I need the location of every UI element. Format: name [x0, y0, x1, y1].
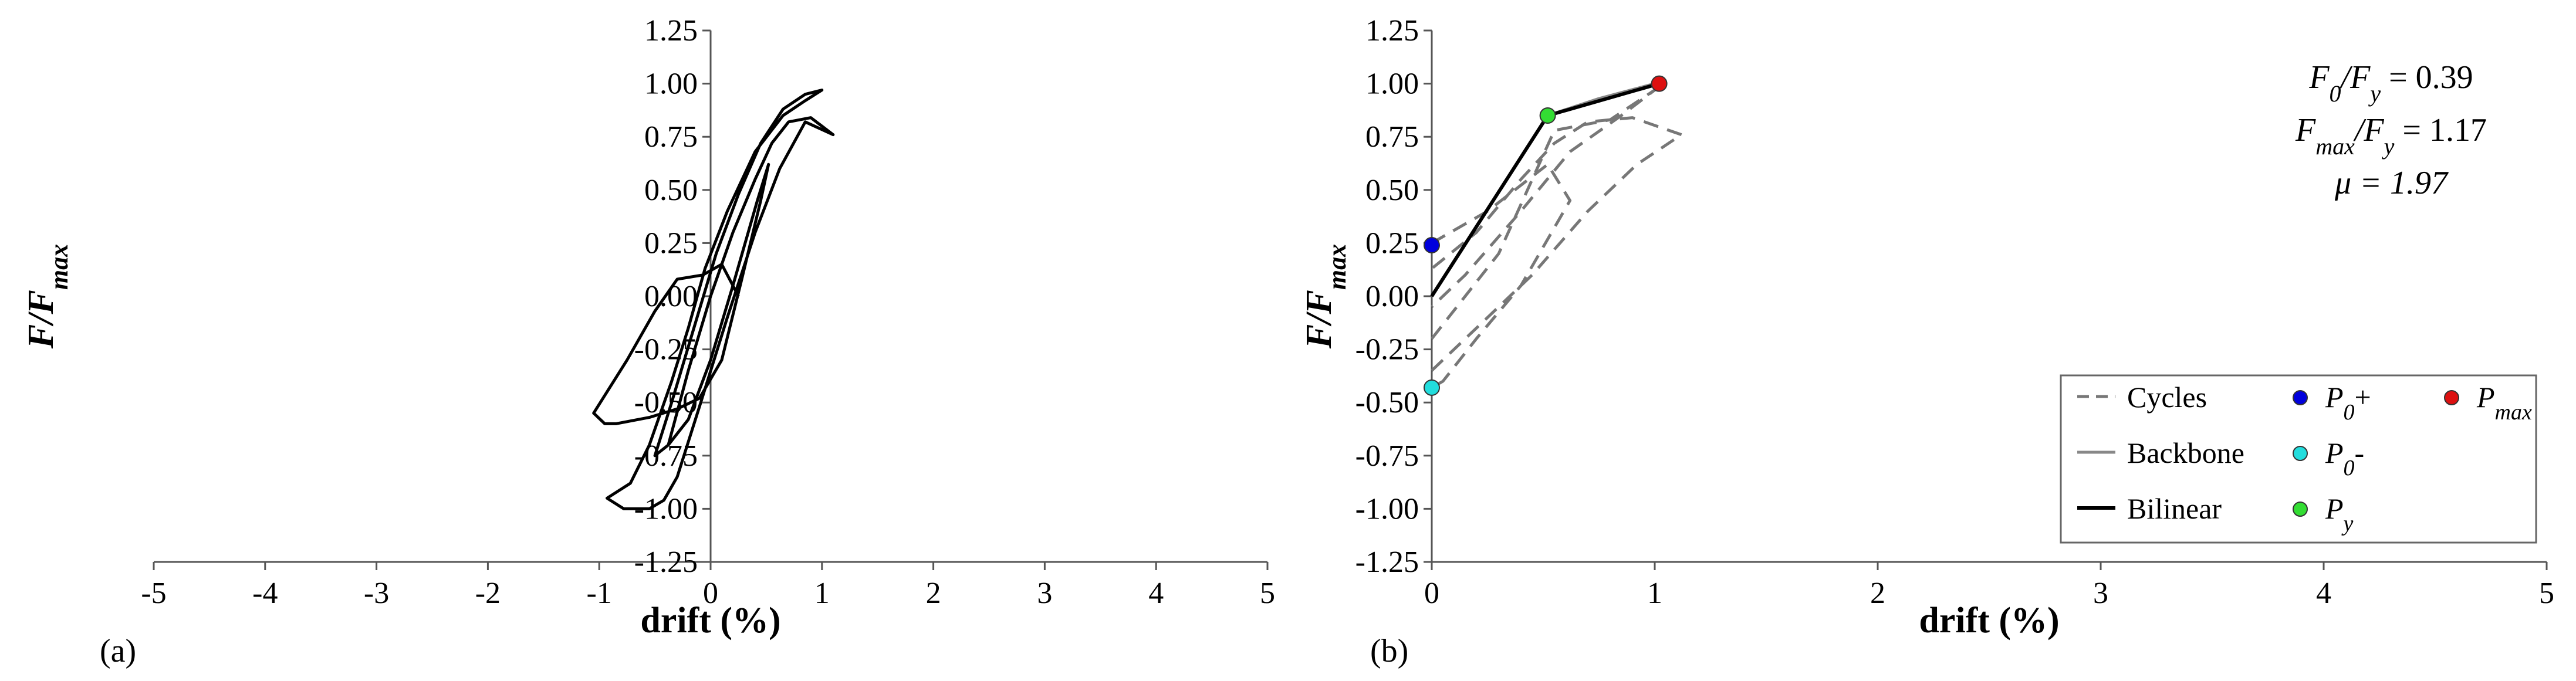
legend-swatch-dot [2293, 502, 2308, 517]
x-tick-label: 5 [2539, 577, 2554, 610]
y-tick-label: 0.75 [644, 120, 698, 154]
panel-label: (a) [100, 633, 136, 669]
y-tick-label: 0.50 [1365, 174, 1419, 207]
y-tick-label: -0.25 [1355, 333, 1419, 367]
panel-b: 1.25 1.00 0.75 0.50 0.25 0.00 -0.25 -0.50 -0.75 -… [1299, 14, 2554, 669]
x-tick-label: 0 [703, 577, 718, 610]
y-tick-label: 0.00 [644, 280, 698, 313]
point-pmax [1651, 75, 1668, 92]
y-tick-label: 0.00 [1365, 280, 1419, 313]
y-tick-label: -1.25 [634, 546, 698, 579]
y-tick-label: -0.50 [1355, 386, 1419, 419]
x-tick-label: 3 [2093, 577, 2108, 610]
x-tick-label: 1 [1647, 577, 1662, 610]
x-tick-label: -1 [587, 577, 612, 610]
y-tick-label: 0.25 [644, 226, 698, 260]
point-py [1539, 107, 1556, 124]
x-axis-title: drift (%) [1919, 601, 2059, 641]
x-tick-label: 5 [1260, 577, 1275, 610]
y-tick-label: 1.00 [1365, 67, 1419, 101]
x-tick-label: 4 [2316, 577, 2331, 610]
x-tick-label: -5 [141, 577, 166, 610]
annotation-text: Fmax/Fy = 1.17 [2295, 112, 2487, 160]
x-axis-title: drift (%) [640, 601, 780, 641]
legend-swatch-dot [2293, 446, 2308, 461]
x-tick-label: -4 [252, 577, 278, 610]
y-tick-label: -1.25 [1355, 546, 1419, 579]
y-axis-title: F/Fmax [21, 244, 73, 349]
x-tick-label: 3 [1037, 577, 1052, 610]
x-tick-label: -2 [475, 577, 501, 610]
point-p0plus [1424, 237, 1440, 254]
panel-label: (b) [1370, 633, 1408, 669]
panel-a: 1.251.000.750.500.250.00-0.25-0.50-0.75-… [21, 14, 1275, 669]
x-tick-label: 0 [1424, 577, 1439, 610]
legend: Cycles P0+ Pmax Backbone P0- Bilinear Py [2060, 374, 2537, 544]
legend-label: P0+ [2325, 381, 2371, 425]
y-tick-label: 0.50 [644, 174, 698, 207]
y-tick-label: -0.75 [1355, 439, 1419, 473]
series-cycles-segment [1431, 162, 1572, 389]
series-cycles-segment [1431, 133, 1682, 372]
series-hysteresis-line [592, 89, 835, 510]
y-tick-label: 1.25 [1365, 14, 1419, 48]
series-cycles-segment [1431, 116, 1682, 270]
x-tick-label: 2 [926, 577, 941, 610]
legend-label: Bilinear [2127, 492, 2222, 525]
legend-swatch-dot [2444, 390, 2459, 405]
y-tick-label: 0.25 [1365, 226, 1419, 260]
y-tick-label: 1.00 [644, 67, 698, 101]
annotation-text: F0/Fy = 0.39 [2308, 59, 2473, 107]
x-tick-label: 1 [814, 577, 830, 610]
series-cycles-segment [1431, 89, 1657, 340]
legend-label: Backbone [2127, 436, 2244, 469]
x-tick-label: 2 [1870, 577, 1885, 610]
point-p0minus [1424, 379, 1440, 396]
legend-label: Cycles [2127, 381, 2207, 414]
legend-swatch-dot [2293, 390, 2308, 405]
legend-label: P0- [2325, 436, 2364, 480]
x-tick-label: 4 [1148, 577, 1164, 610]
legend-label: Pmax [2476, 381, 2532, 425]
y-tick-label: -1.00 [1355, 492, 1419, 526]
x-tick-label: -3 [364, 577, 389, 610]
legend-label: Py [2325, 492, 2354, 536]
y-axis-title: F/Fmax [1299, 244, 1351, 349]
y-tick-label: 0.75 [1365, 120, 1419, 154]
y-tick-label: 1.25 [644, 14, 698, 48]
annotation-text: μ = 1.97 [2334, 165, 2449, 201]
